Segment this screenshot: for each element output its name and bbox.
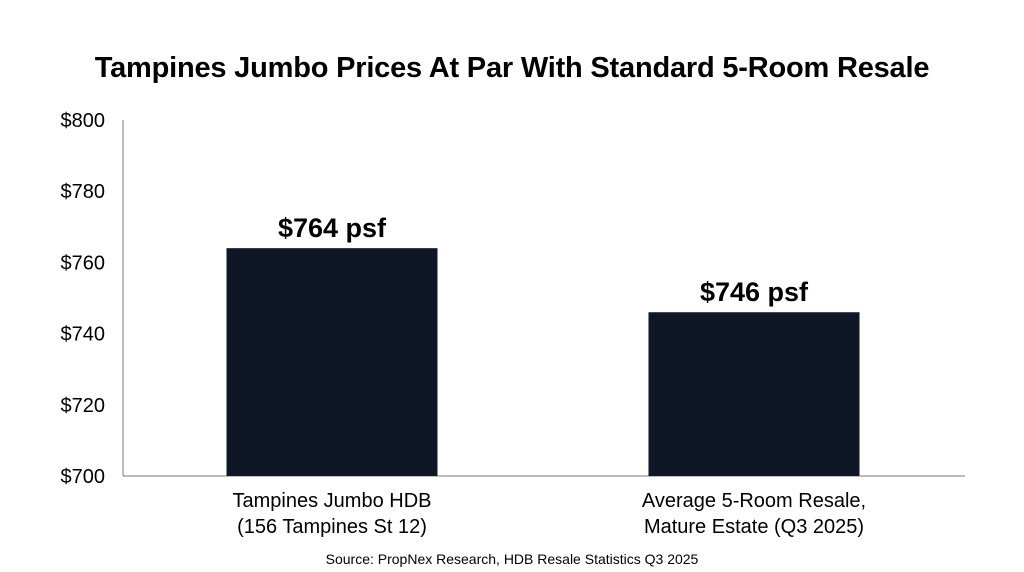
y-tick-label: $780 [61, 181, 106, 203]
data-label: $764 psf [278, 213, 387, 243]
category-label: Mature Estate (Q3 2025) [644, 516, 864, 538]
y-tick-label: $800 [61, 110, 106, 132]
y-tick-label: $760 [61, 252, 106, 274]
y-tick-label: $700 [61, 466, 106, 488]
bar [648, 312, 860, 476]
y-axis: $700 $720 $740 $760 $780 $800 [61, 110, 124, 488]
category-labels: Tampines Jumbo HDB (156 Tampines St 12) Av… [233, 490, 867, 538]
data-label: $746 psf [700, 277, 809, 307]
y-tick-label: $720 [61, 395, 106, 417]
category-label: Tampines Jumbo HDB [233, 490, 432, 512]
data-labels: $764 psf $746 psf [278, 213, 809, 307]
chart-title: Tampines Jumbo Prices At Par With Standa… [94, 52, 930, 84]
category-label: Average 5-Room Resale, [642, 490, 866, 512]
category-label: (156 Tampines St 12) [237, 516, 427, 538]
source-note: Source: PropNex Research, HDB Resale Sta… [325, 551, 699, 567]
y-tick-label: $740 [61, 324, 106, 346]
bars [226, 248, 860, 476]
bar [226, 248, 438, 476]
